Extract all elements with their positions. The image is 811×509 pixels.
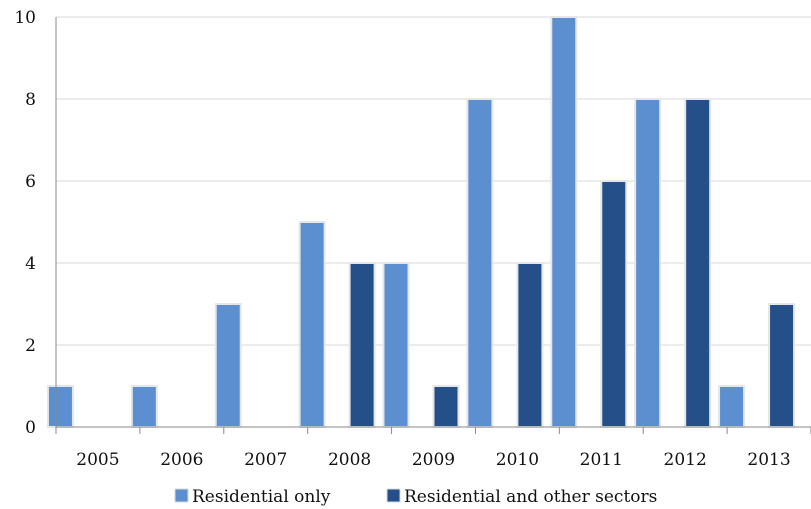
bar-residential-and-other-2009: [432, 385, 460, 428]
bar-residential-only-2008: [298, 221, 326, 428]
y-tick-label: 10: [14, 8, 36, 28]
bar-residential-and-other-2010: [516, 262, 544, 428]
bar-residential-only-2006: [130, 385, 158, 428]
y-tick-label: 4: [25, 254, 36, 274]
bar-residential-and-other-2013: [768, 303, 796, 428]
x-tick-label: 2005: [76, 450, 119, 470]
x-tick-label: 2006: [160, 450, 203, 470]
legend-swatch-residential-only: [174, 488, 189, 503]
x-tick-label: 2008: [328, 450, 371, 470]
bar-residential-only-2009: [382, 262, 410, 428]
x-tick-label: 2013: [747, 450, 790, 470]
bar-residential-only-2013: [718, 385, 746, 428]
bar-residential-only-2011: [550, 16, 578, 428]
legend: Residential only Residential and other s…: [174, 487, 657, 507]
bar-residential-only-2010: [466, 98, 494, 428]
bars: [46, 16, 796, 428]
bar-residential-and-other-2012: [684, 98, 712, 428]
bar-residential-only-2005: [46, 385, 74, 428]
bar-residential-and-other-2011: [600, 180, 628, 428]
legend-label-residential-only: Residential only: [192, 487, 331, 507]
y-tick-label: 8: [25, 90, 36, 110]
bar-residential-and-other-2008: [348, 262, 376, 428]
y-tick-label: 2: [25, 336, 36, 356]
y-tick-label: 6: [25, 172, 36, 192]
x-tick-label: 2012: [664, 450, 707, 470]
x-tick-label: 2007: [244, 450, 287, 470]
legend-swatch-residential-and-other: [386, 488, 401, 503]
bar-residential-only-2007: [214, 303, 242, 428]
x-tick-label: 2009: [412, 450, 455, 470]
x-tick-label: 2011: [580, 450, 623, 470]
legend-label-residential-and-other: Residential and other sectors: [404, 487, 657, 507]
x-tick-label: 2010: [496, 450, 539, 470]
y-tick-labels: 0 2 4 6 8 10: [14, 8, 36, 438]
x-tick-labels: 2005 2006 2007 2008 2009 2010 2011 2012 2013: [55, 427, 811, 470]
bar-residential-only-2012: [634, 98, 662, 428]
y-tick-label: 0: [25, 418, 36, 438]
